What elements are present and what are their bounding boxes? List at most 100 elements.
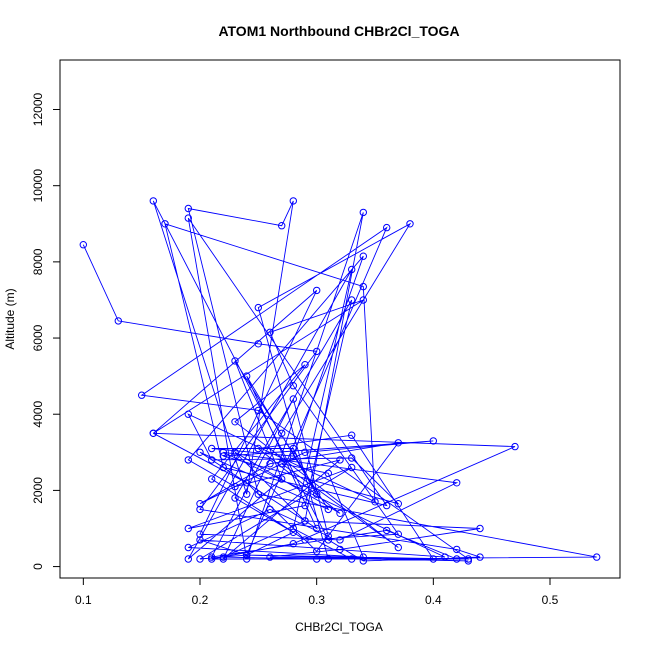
data-point xyxy=(324,532,332,540)
data-point xyxy=(184,456,193,464)
data-point xyxy=(348,454,356,462)
x-axis-label: CHBr2Cl_TOGA xyxy=(295,620,383,634)
data-point xyxy=(383,526,391,535)
data-point xyxy=(313,286,321,295)
data-point xyxy=(243,555,251,563)
data-point xyxy=(429,555,437,563)
data-point xyxy=(184,524,193,533)
x-tick-label: 0.4 xyxy=(425,593,442,607)
data-point xyxy=(301,517,309,525)
data-point xyxy=(301,536,309,544)
data-point xyxy=(359,296,367,304)
data-point xyxy=(313,490,321,498)
data-point xyxy=(371,498,379,506)
data-point xyxy=(243,372,251,380)
data-point xyxy=(324,469,332,477)
data-point xyxy=(254,406,262,415)
data-point xyxy=(243,551,251,559)
data-point xyxy=(278,429,286,437)
data-point xyxy=(394,439,402,447)
data-point xyxy=(394,530,402,538)
chart-title: ATOM1 Northbound CHBr2Cl_TOGA xyxy=(218,23,459,39)
data-point xyxy=(243,479,251,487)
data-point xyxy=(254,303,262,312)
data-point xyxy=(149,429,158,437)
data-point xyxy=(429,437,437,445)
data-point xyxy=(196,536,204,544)
data-point xyxy=(453,545,461,554)
series-group xyxy=(79,197,601,565)
data-point xyxy=(196,448,204,456)
data-point xyxy=(348,265,356,274)
data-point xyxy=(196,530,204,538)
data-point xyxy=(138,391,146,399)
data-point xyxy=(231,448,239,456)
data-point xyxy=(254,340,262,348)
data-point xyxy=(289,524,297,533)
data-point xyxy=(208,444,216,453)
data-point xyxy=(348,296,356,304)
data-point xyxy=(336,456,344,464)
data-point xyxy=(348,463,356,472)
data-point xyxy=(184,214,193,222)
data-point xyxy=(196,500,204,508)
data-point xyxy=(464,555,472,563)
data-point xyxy=(301,501,309,510)
y-tick-label: 12000 xyxy=(31,93,45,127)
data-point xyxy=(289,197,297,205)
data-point xyxy=(289,395,297,403)
data-point xyxy=(394,543,402,552)
data-point xyxy=(231,418,239,426)
data-point xyxy=(219,555,228,563)
data-point xyxy=(359,557,367,565)
data-point xyxy=(114,317,123,325)
data-point xyxy=(196,555,204,563)
data-point xyxy=(324,536,332,544)
data-point xyxy=(231,482,239,491)
data-point xyxy=(453,479,461,487)
data-point xyxy=(359,553,367,561)
data-point xyxy=(324,505,332,514)
data-point xyxy=(278,460,286,468)
data-point xyxy=(406,220,414,228)
data-point xyxy=(453,555,461,563)
data-point xyxy=(278,222,286,230)
data-point xyxy=(359,208,367,217)
data-point xyxy=(208,555,216,563)
y-axis-label: Altitude (m) xyxy=(3,288,17,349)
x-tick-label: 0.2 xyxy=(192,593,209,607)
data-point xyxy=(149,197,158,205)
data-point xyxy=(266,553,274,561)
data-point xyxy=(289,452,297,460)
data-point xyxy=(511,442,519,451)
data-point xyxy=(184,543,193,552)
data-point xyxy=(289,528,297,536)
data-point xyxy=(254,490,262,498)
x-tick-label: 0.3 xyxy=(308,593,325,607)
x-tick-label: 0.5 xyxy=(542,593,559,607)
data-point xyxy=(336,509,344,517)
data-point xyxy=(359,282,367,291)
x-axis: 0.1 0.2 0.3 0.4 0.5 xyxy=(75,578,559,607)
data-point xyxy=(254,444,262,453)
data-point xyxy=(301,448,309,456)
data-point xyxy=(196,505,204,514)
data-point xyxy=(231,494,239,502)
data-point xyxy=(313,547,321,555)
y-tick-label: 10000 xyxy=(31,169,45,203)
data-point xyxy=(219,463,228,472)
data-point xyxy=(208,456,216,464)
data-point xyxy=(313,347,321,356)
y-tick-label: 2000 xyxy=(31,477,45,504)
y-axis: 0 2000 4000 6000 8000 10000 12000 xyxy=(31,93,60,570)
data-point xyxy=(348,431,356,439)
data-point xyxy=(219,452,228,460)
data-point xyxy=(289,382,297,390)
data-point xyxy=(184,555,193,563)
data-point xyxy=(208,475,216,483)
x-tick-label: 0.1 xyxy=(75,593,92,607)
plot-frame xyxy=(59,59,621,579)
data-point xyxy=(266,505,274,514)
data-point xyxy=(476,553,484,561)
data-point xyxy=(289,540,297,548)
